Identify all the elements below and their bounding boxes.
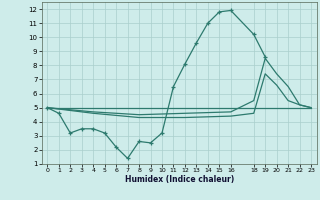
X-axis label: Humidex (Indice chaleur): Humidex (Indice chaleur): [124, 175, 234, 184]
